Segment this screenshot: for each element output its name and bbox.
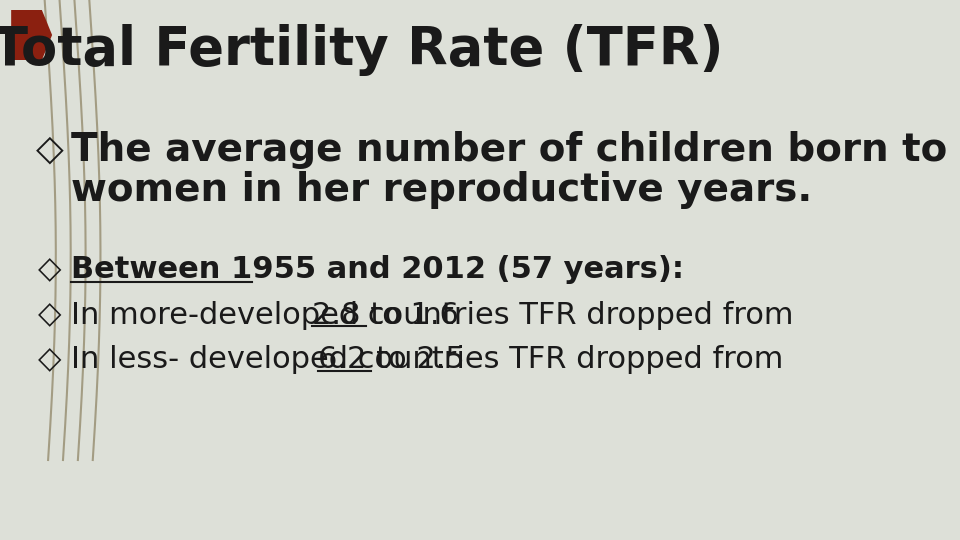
Text: Between 1955 and 2012 (57 years):: Between 1955 and 2012 (57 years): bbox=[71, 255, 684, 285]
Text: Total Fertility Rate (TFR): Total Fertility Rate (TFR) bbox=[0, 24, 723, 76]
Text: In less- developed countries TFR dropped from: In less- developed countries TFR dropped… bbox=[71, 346, 793, 375]
Polygon shape bbox=[12, 10, 52, 60]
Text: The average number of children born to a: The average number of children born to a bbox=[71, 131, 960, 169]
Text: 6.2 to 2.5: 6.2 to 2.5 bbox=[318, 346, 465, 375]
Text: ◇: ◇ bbox=[38, 300, 61, 329]
Text: In more-developed countries TFR dropped from: In more-developed countries TFR dropped … bbox=[71, 300, 803, 329]
Text: ◇: ◇ bbox=[38, 255, 61, 285]
Text: ◇: ◇ bbox=[36, 133, 63, 167]
Text: 2.8 to 1.6: 2.8 to 1.6 bbox=[312, 300, 459, 329]
Text: ◇: ◇ bbox=[38, 346, 61, 375]
Text: women in her reproductive years.: women in her reproductive years. bbox=[71, 171, 812, 209]
